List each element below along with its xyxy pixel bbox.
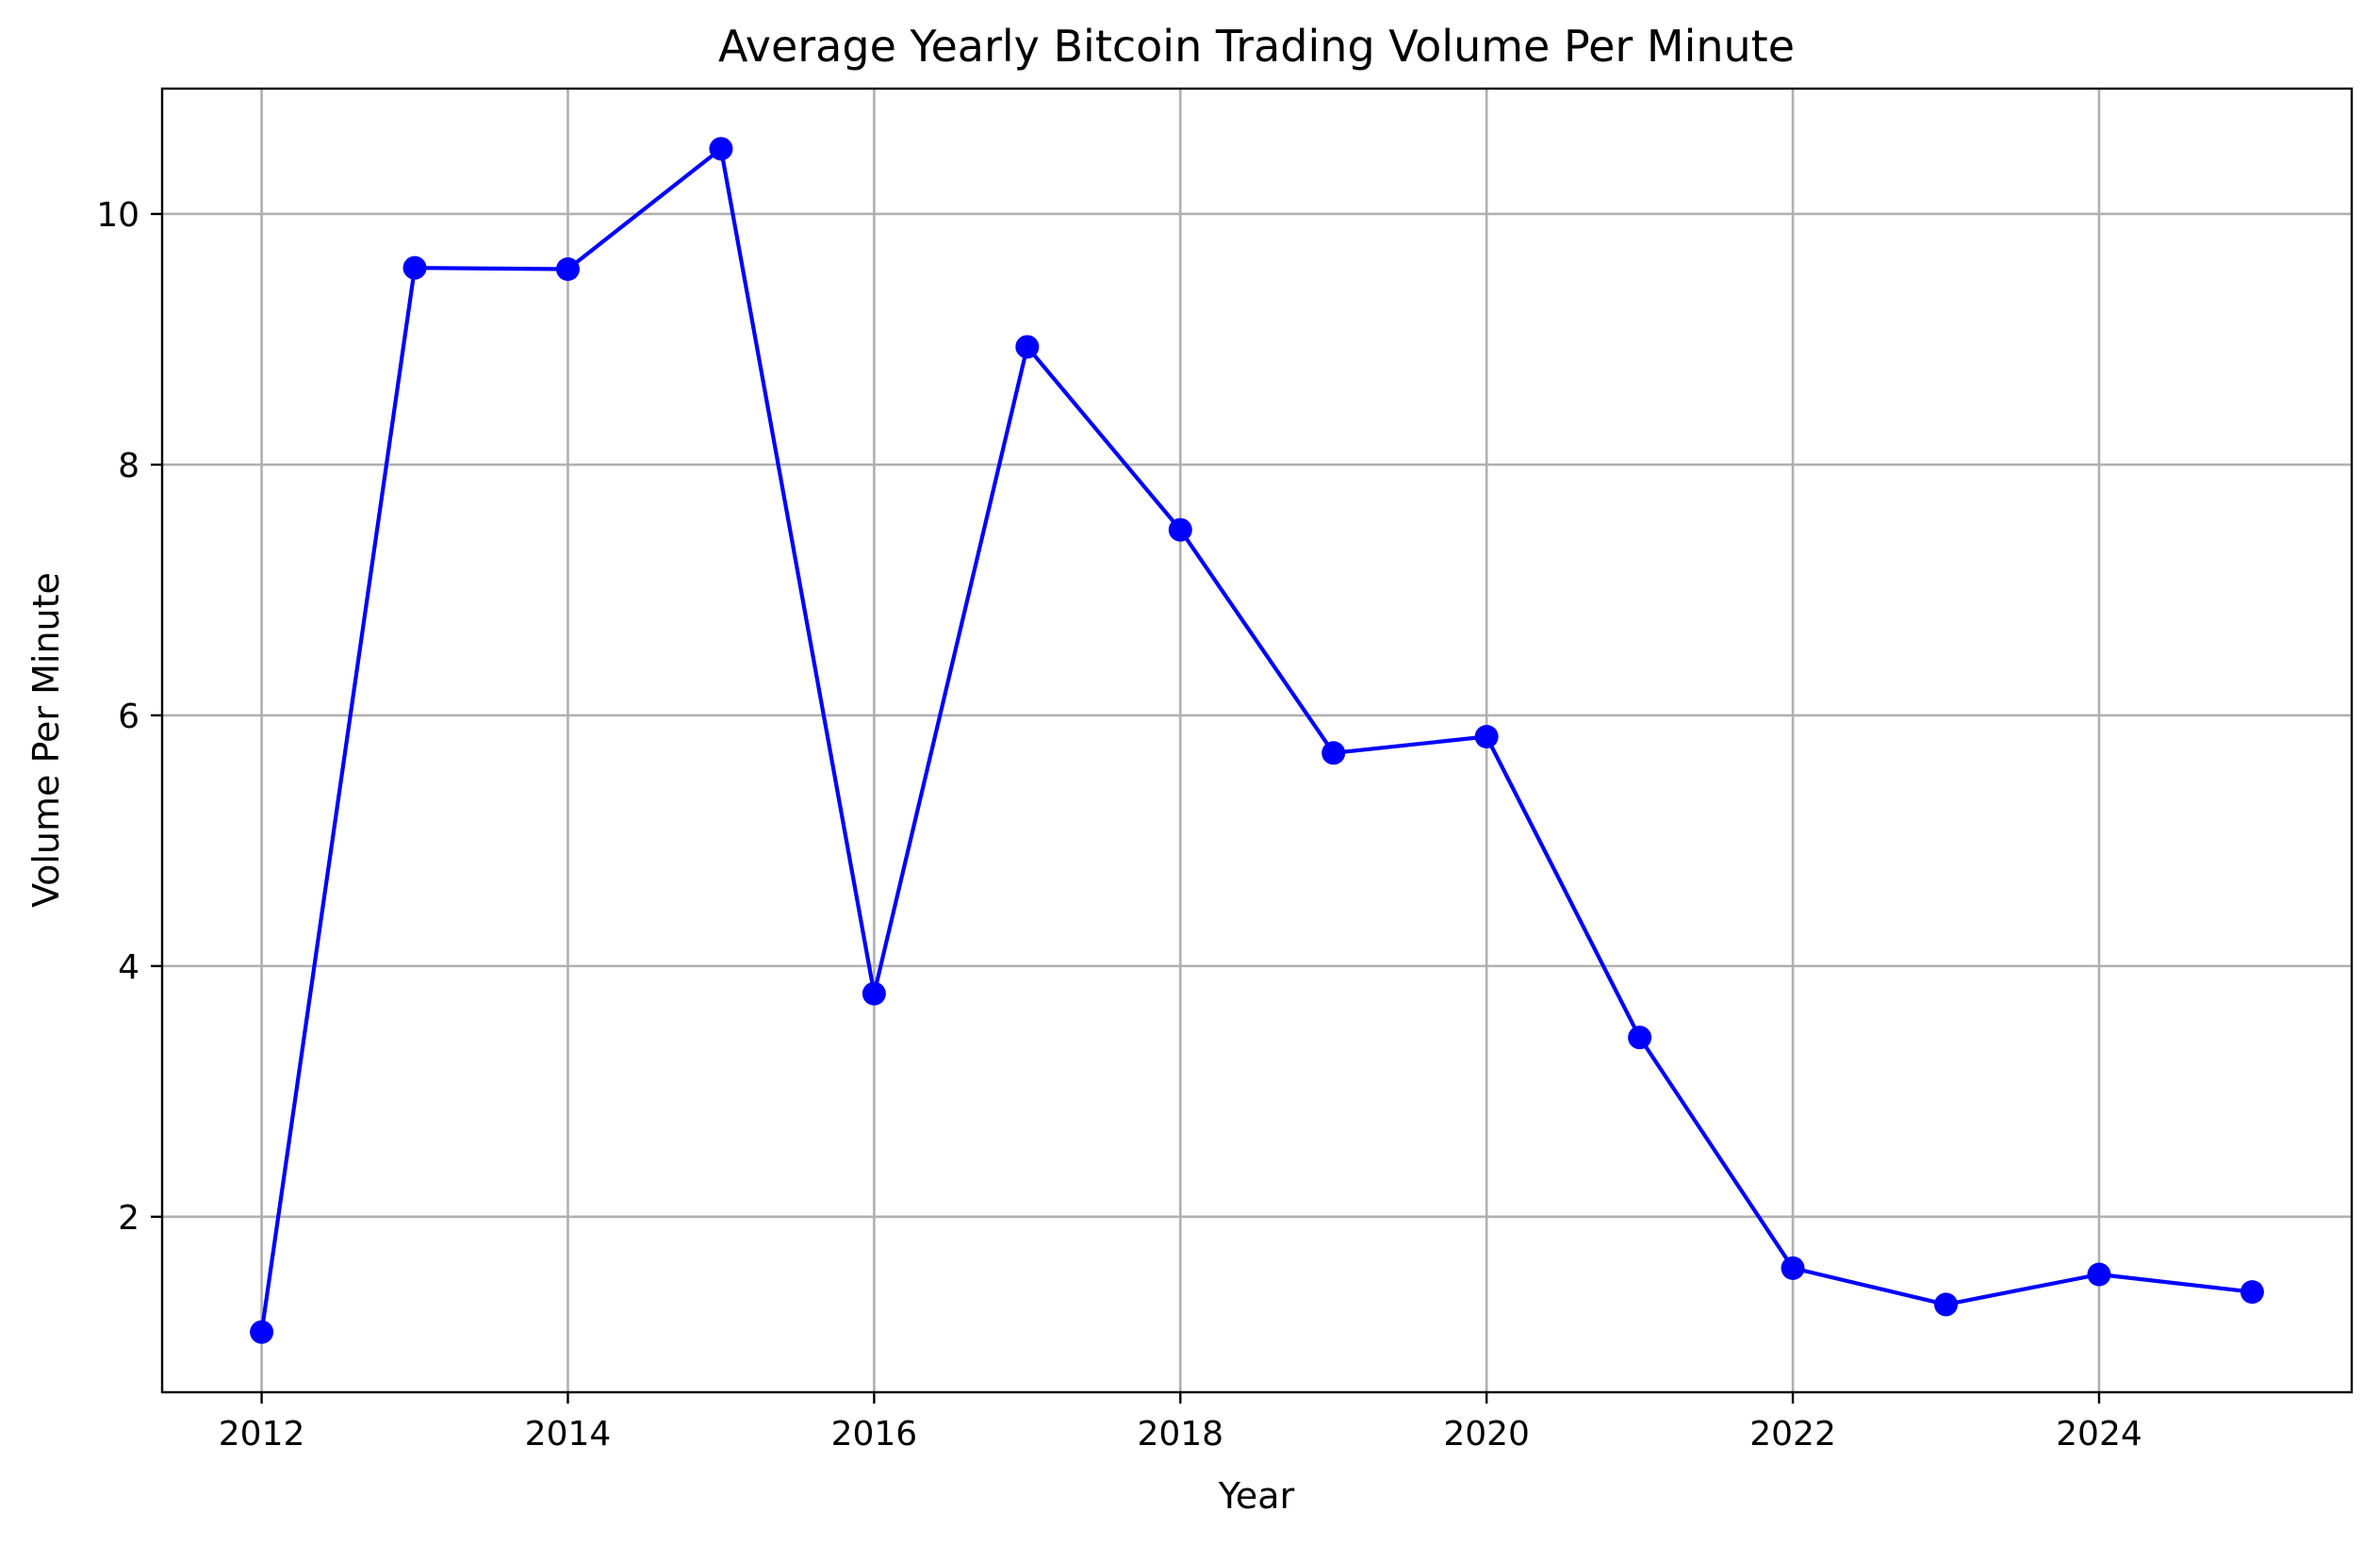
y-axis-label: Volume Per Minute <box>25 572 67 908</box>
x-tick-label: 2024 <box>2056 1415 2142 1454</box>
x-tick-label: 2020 <box>1443 1415 1530 1454</box>
x-axis-label: Year <box>1218 1475 1295 1517</box>
data-point <box>2240 1280 2264 1305</box>
x-tick-label: 2016 <box>831 1415 918 1454</box>
data-point <box>1321 741 1346 765</box>
data-point <box>1474 725 1499 749</box>
data-point <box>709 137 733 161</box>
axis-ticks: 2012 2014 2016 2018 2020 2022 2024 2 4 6 8 10 <box>96 196 2142 1454</box>
data-point <box>402 255 427 280</box>
plot-frame <box>160 87 2354 1394</box>
x-tick-label: 2012 <box>219 1415 305 1454</box>
data-point <box>1781 1256 1805 1280</box>
data-point <box>1015 335 1040 359</box>
series-layer <box>250 137 2264 1344</box>
data-point <box>2087 1262 2111 1287</box>
y-tick-label: 4 <box>118 948 140 987</box>
data-point <box>1628 1026 1652 1050</box>
y-tick-label: 8 <box>118 447 140 485</box>
y-tick-label: 10 <box>96 196 140 235</box>
series-line <box>259 146 2253 1333</box>
data-point <box>555 256 580 281</box>
x-tick-label: 2022 <box>1749 1415 1836 1454</box>
data-point <box>862 981 886 1006</box>
data-point <box>1934 1292 1959 1317</box>
y-tick-label: 6 <box>118 698 140 736</box>
data-point <box>1168 517 1192 542</box>
data-point <box>250 1320 274 1344</box>
chart-title: Average Yearly Bitcoin Trading Volume Pe… <box>718 21 1795 72</box>
x-tick-label: 2014 <box>525 1415 612 1454</box>
x-tick-label: 2018 <box>1137 1415 1223 1454</box>
y-tick-label: 2 <box>118 1199 140 1238</box>
